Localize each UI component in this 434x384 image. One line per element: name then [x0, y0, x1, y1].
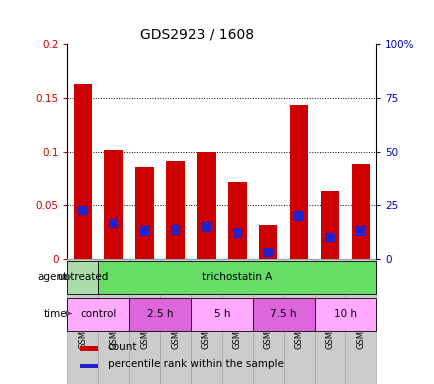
- Bar: [263, 248, 272, 257]
- Text: GSM124860: GSM124860: [294, 298, 303, 349]
- Text: trichostatin A: trichostatin A: [202, 271, 272, 281]
- Title: GDS2923 / 1608: GDS2923 / 1608: [140, 28, 253, 41]
- Bar: [129, 298, 191, 331]
- Bar: [191, 259, 221, 384]
- Text: GSM124856: GSM124856: [171, 298, 180, 349]
- Text: control: control: [80, 308, 116, 318]
- Text: 2.5 h: 2.5 h: [147, 308, 173, 318]
- Bar: [104, 151, 123, 259]
- Text: GSM124858: GSM124858: [232, 298, 241, 349]
- Bar: [73, 84, 92, 259]
- Text: percentile rank within the sample: percentile rank within the sample: [107, 359, 283, 369]
- Text: GSM124862: GSM124862: [355, 298, 365, 349]
- Bar: [227, 182, 246, 259]
- Bar: [160, 259, 191, 384]
- Bar: [140, 226, 149, 236]
- Bar: [67, 261, 98, 294]
- Bar: [171, 225, 180, 235]
- Text: GSM124861: GSM124861: [325, 298, 334, 349]
- Bar: [294, 211, 303, 221]
- Text: GSM124573: GSM124573: [78, 298, 87, 349]
- Bar: [283, 259, 314, 384]
- Bar: [135, 167, 154, 259]
- Bar: [79, 346, 98, 351]
- Bar: [109, 218, 118, 228]
- Bar: [191, 298, 252, 331]
- Text: count: count: [107, 342, 137, 352]
- Bar: [252, 259, 283, 384]
- Bar: [67, 259, 98, 384]
- Bar: [258, 225, 277, 259]
- Text: time: time: [44, 308, 67, 318]
- Bar: [166, 161, 184, 259]
- Bar: [289, 105, 308, 259]
- Text: 5 h: 5 h: [213, 308, 230, 318]
- Bar: [314, 298, 375, 331]
- Text: GSM124859: GSM124859: [263, 298, 272, 349]
- Text: 10 h: 10 h: [333, 308, 356, 318]
- Bar: [325, 233, 334, 242]
- Bar: [67, 298, 129, 331]
- Text: GSM124855: GSM124855: [140, 298, 149, 349]
- Bar: [355, 226, 365, 236]
- Bar: [221, 259, 252, 384]
- Bar: [232, 228, 241, 238]
- Text: 7.5 h: 7.5 h: [270, 308, 296, 318]
- Bar: [197, 152, 215, 259]
- Bar: [78, 206, 87, 215]
- Bar: [351, 164, 369, 259]
- Text: agent: agent: [37, 271, 67, 281]
- Text: untreated: untreated: [57, 271, 108, 281]
- Text: GSM124852: GSM124852: [109, 298, 118, 349]
- Text: GSM124857: GSM124857: [201, 298, 210, 349]
- Bar: [320, 191, 339, 259]
- Bar: [201, 222, 210, 232]
- Bar: [314, 259, 345, 384]
- Bar: [252, 298, 314, 331]
- Bar: [129, 259, 160, 384]
- Bar: [345, 259, 375, 384]
- Bar: [79, 364, 98, 369]
- Bar: [98, 259, 129, 384]
